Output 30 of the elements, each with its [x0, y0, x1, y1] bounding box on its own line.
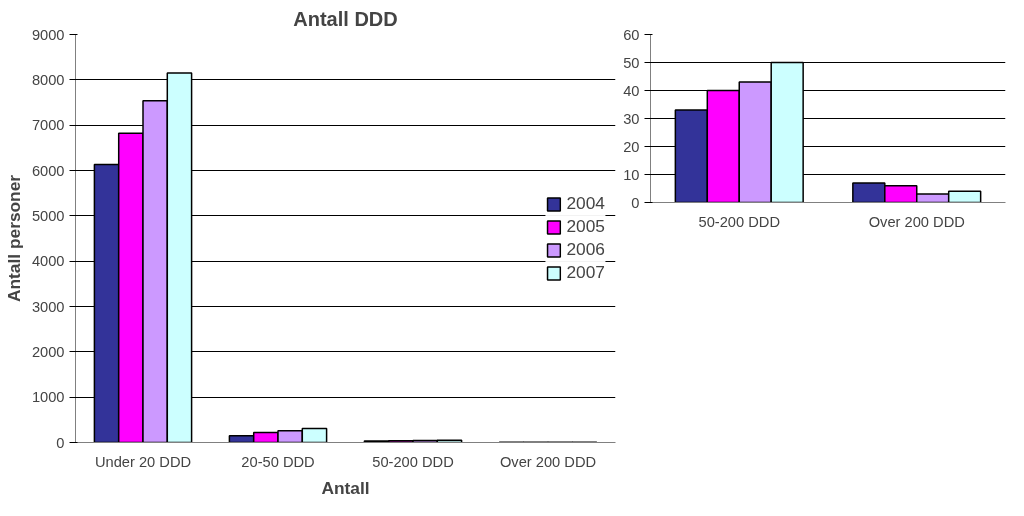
y-tick-label: 20 — [623, 138, 640, 155]
y-tick-label: 8000 — [31, 71, 65, 88]
y-tick-label: 5000 — [31, 207, 65, 224]
y-tick-label: 10 — [623, 166, 640, 183]
y-tick-label: 3000 — [31, 298, 65, 315]
legend-label: 2004 — [566, 193, 605, 214]
y-axis-title: Antall personer — [3, 174, 24, 303]
y-tick-label: 7000 — [31, 117, 65, 134]
x-tick-label: 20-50 DDD — [241, 453, 315, 470]
y-tick-label: 50 — [623, 54, 640, 71]
legend-label: 2005 — [566, 216, 605, 237]
y-tick-label: 0 — [631, 194, 640, 211]
y-tick-label: 40 — [623, 82, 640, 99]
x-tick-label: 50-200 DDD — [372, 453, 454, 470]
y-tick-label: 6000 — [31, 162, 65, 179]
x-tick-label: Under 20 DDD — [94, 453, 192, 470]
x-tick-label: Over 200 DDD — [868, 213, 965, 230]
y-tick-label: 0 — [56, 434, 65, 451]
legend-label: 2006 — [566, 239, 605, 260]
y-tick-label: 4000 — [31, 253, 65, 270]
y-tick-label: 30 — [623, 110, 640, 127]
chart-title: Antall DDD — [293, 7, 398, 30]
legend-label: 2007 — [566, 262, 605, 283]
y-tick-label: 1000 — [31, 389, 65, 406]
y-tick-label: 60 — [623, 26, 640, 43]
y-tick-label: 2000 — [31, 343, 65, 360]
x-tick-label: 50-200 DDD — [698, 213, 780, 230]
x-tick-label: Over 200 DDD — [499, 453, 597, 470]
x-axis-title: Antall — [321, 477, 370, 498]
y-tick-label: 9000 — [31, 26, 65, 43]
